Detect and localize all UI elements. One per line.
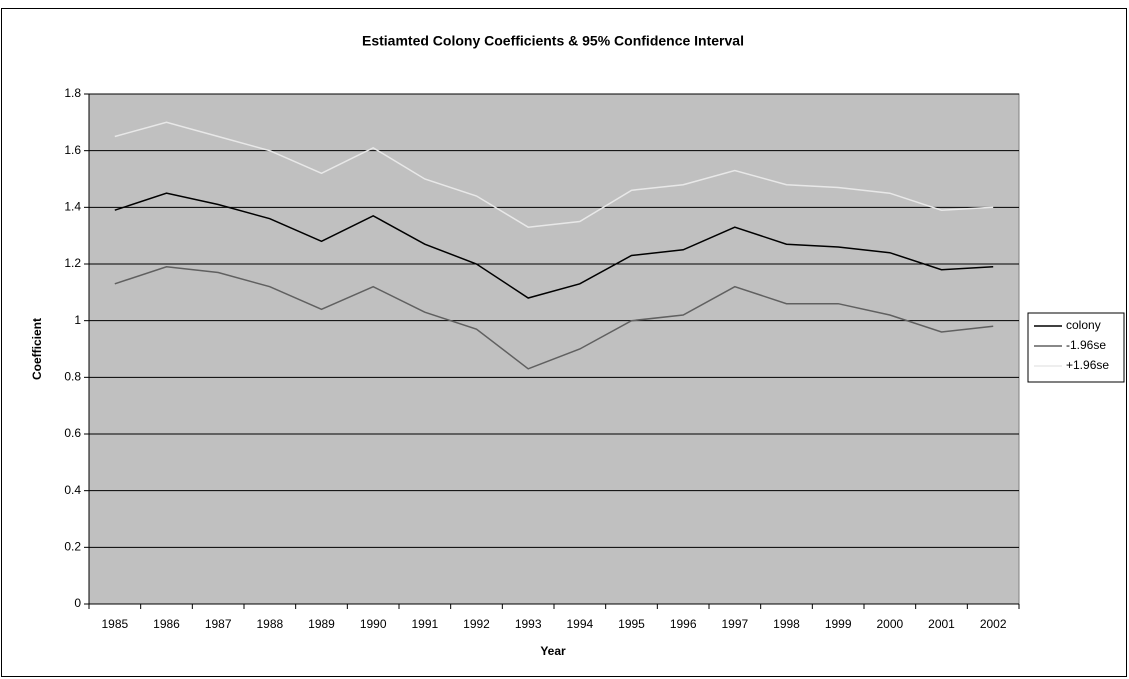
x-tick-label: 1998 bbox=[773, 617, 800, 631]
x-tick-label: 1987 bbox=[205, 617, 232, 631]
y-tick-label: 1.4 bbox=[64, 200, 81, 214]
x-tick-label: 1999 bbox=[825, 617, 852, 631]
legend-label: +1.96se bbox=[1066, 358, 1109, 372]
y-tick-label: 0.4 bbox=[64, 483, 81, 497]
y-axis-label: Coefficient bbox=[30, 318, 44, 380]
chart-title: Estiamted Colony Coefficients & 95% Conf… bbox=[362, 33, 744, 49]
x-tick-label: 1993 bbox=[515, 617, 542, 631]
x-tick-label: 1986 bbox=[153, 617, 180, 631]
x-tick-label: 1988 bbox=[256, 617, 283, 631]
y-tick-label: 0 bbox=[74, 596, 81, 610]
x-tick-label: 1997 bbox=[721, 617, 748, 631]
x-tick-label: 1992 bbox=[463, 617, 490, 631]
x-tick-label: 1985 bbox=[101, 617, 128, 631]
x-tick-label: 1996 bbox=[670, 617, 697, 631]
y-tick-label: 1.2 bbox=[64, 256, 81, 270]
series-line bbox=[114, 266, 994, 370]
series-line bbox=[114, 121, 994, 228]
y-tick-label: 1.6 bbox=[64, 143, 81, 157]
x-tick-label: 2001 bbox=[928, 617, 955, 631]
series-line bbox=[114, 192, 994, 299]
x-tick-label: 1995 bbox=[618, 617, 645, 631]
legend-box bbox=[1027, 312, 1125, 383]
y-tick-label: 0.8 bbox=[64, 370, 81, 384]
x-tick-label: 2002 bbox=[980, 617, 1007, 631]
x-tick-label: 1994 bbox=[566, 617, 593, 631]
x-tick-label: 1990 bbox=[360, 617, 387, 631]
y-tick-label: 0.2 bbox=[64, 540, 81, 554]
y-tick-label: 1.8 bbox=[64, 86, 81, 100]
y-tick-label: 1 bbox=[74, 313, 81, 327]
y-tick-label: 0.6 bbox=[64, 426, 81, 440]
x-tick-label: 2000 bbox=[876, 617, 903, 631]
x-axis-label: Year bbox=[540, 644, 566, 658]
x-tick-label: 1991 bbox=[411, 617, 438, 631]
legend-label: -1.96se bbox=[1066, 338, 1106, 352]
plot-area bbox=[88, 93, 1020, 605]
legend-label: colony bbox=[1066, 318, 1101, 332]
x-tick-label: 1989 bbox=[308, 617, 335, 631]
